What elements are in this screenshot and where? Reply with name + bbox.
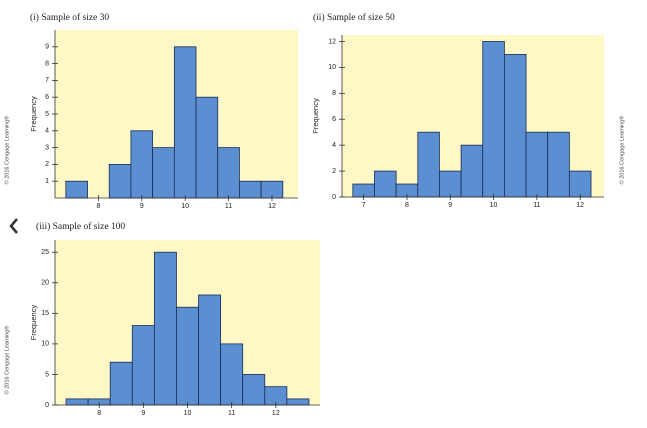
x-tick-label: 8 <box>97 410 101 417</box>
bar <box>503 54 527 198</box>
bar <box>65 398 89 406</box>
bar <box>176 306 199 406</box>
x-tick-label: 11 <box>533 202 540 209</box>
bar <box>109 361 133 406</box>
y-tick-label: 5 <box>45 371 49 378</box>
y-tick-label: 0 <box>45 402 49 409</box>
y-tick-label: 7 <box>45 77 49 84</box>
bar <box>173 46 197 199</box>
bar <box>439 170 462 198</box>
bar <box>198 294 222 406</box>
bar <box>108 163 132 199</box>
y-tick-label: 10 <box>328 64 336 71</box>
chart-title: (i) Sample of size 30 <box>30 12 109 23</box>
y-tick-label: 25 <box>41 249 49 256</box>
bar <box>131 325 155 406</box>
y-tick-label: 2 <box>332 168 336 175</box>
x-tick-label: 8 <box>96 203 100 210</box>
x-tick-label: 10 <box>184 410 192 417</box>
chart-title: (iii) Sample of size 100 <box>36 221 125 232</box>
bar <box>286 398 310 406</box>
bar <box>65 180 88 199</box>
y-tick-label: 9 <box>45 44 49 51</box>
bar <box>568 170 592 198</box>
y-tick-label: 20 <box>41 280 49 287</box>
x-tick-label: 12 <box>272 410 280 417</box>
x-tick-label: 7 <box>362 202 366 209</box>
bar <box>195 96 219 199</box>
bar <box>239 180 262 199</box>
y-tick-label: 4 <box>45 128 49 135</box>
y-tick-label: 5 <box>45 111 49 118</box>
credit: © 2016 Cengage Learning® <box>3 326 10 395</box>
credit: © 2016 Cengage Learning® <box>618 116 625 185</box>
bar <box>417 131 440 198</box>
bar <box>374 170 397 198</box>
x-tick-label: 12 <box>268 203 276 210</box>
y-tick-label: 3 <box>45 144 49 151</box>
x-tick-label: 11 <box>225 203 232 210</box>
chart-title: (ii) Sample of size 50 <box>313 12 395 23</box>
y-tick-label: 8 <box>332 90 336 97</box>
bar <box>152 147 175 199</box>
bar <box>460 144 484 198</box>
back-arrow[interactable] <box>9 218 18 234</box>
x-tick-label: 8 <box>405 202 409 209</box>
bar <box>217 147 240 199</box>
x-tick-label: 12 <box>576 202 584 209</box>
bar <box>482 41 505 198</box>
y-tick-label: 8 <box>45 60 49 67</box>
x-tick-label: 10 <box>490 202 498 209</box>
x-tick-label: 10 <box>181 203 189 210</box>
bar <box>130 130 154 199</box>
bar <box>547 131 570 198</box>
y-axis-label: Frequency <box>311 98 320 134</box>
y-tick-label: 12 <box>328 38 336 45</box>
x-tick-label: 9 <box>141 410 145 417</box>
x-tick-label: 11 <box>228 410 235 417</box>
y-tick-label: 2 <box>45 161 49 168</box>
y-axis-label: Frequency <box>29 96 38 132</box>
y-tick-label: 0 <box>332 194 336 201</box>
bar <box>220 343 244 406</box>
y-tick-label: 1 <box>45 178 49 185</box>
y-tick-label: 10 <box>41 341 49 348</box>
y-axis-label: Frequency <box>29 305 38 341</box>
x-tick-label: 9 <box>448 202 452 209</box>
y-tick-label: 4 <box>332 142 336 149</box>
y-tick-label: 6 <box>332 116 336 123</box>
bar <box>525 131 549 198</box>
bar <box>153 251 177 406</box>
bar <box>242 374 266 406</box>
credit: © 2016 Cengage Learning® <box>3 116 10 185</box>
y-tick-label: 6 <box>45 94 49 101</box>
y-tick-label: 15 <box>41 310 49 317</box>
x-tick-label: 9 <box>140 203 144 210</box>
